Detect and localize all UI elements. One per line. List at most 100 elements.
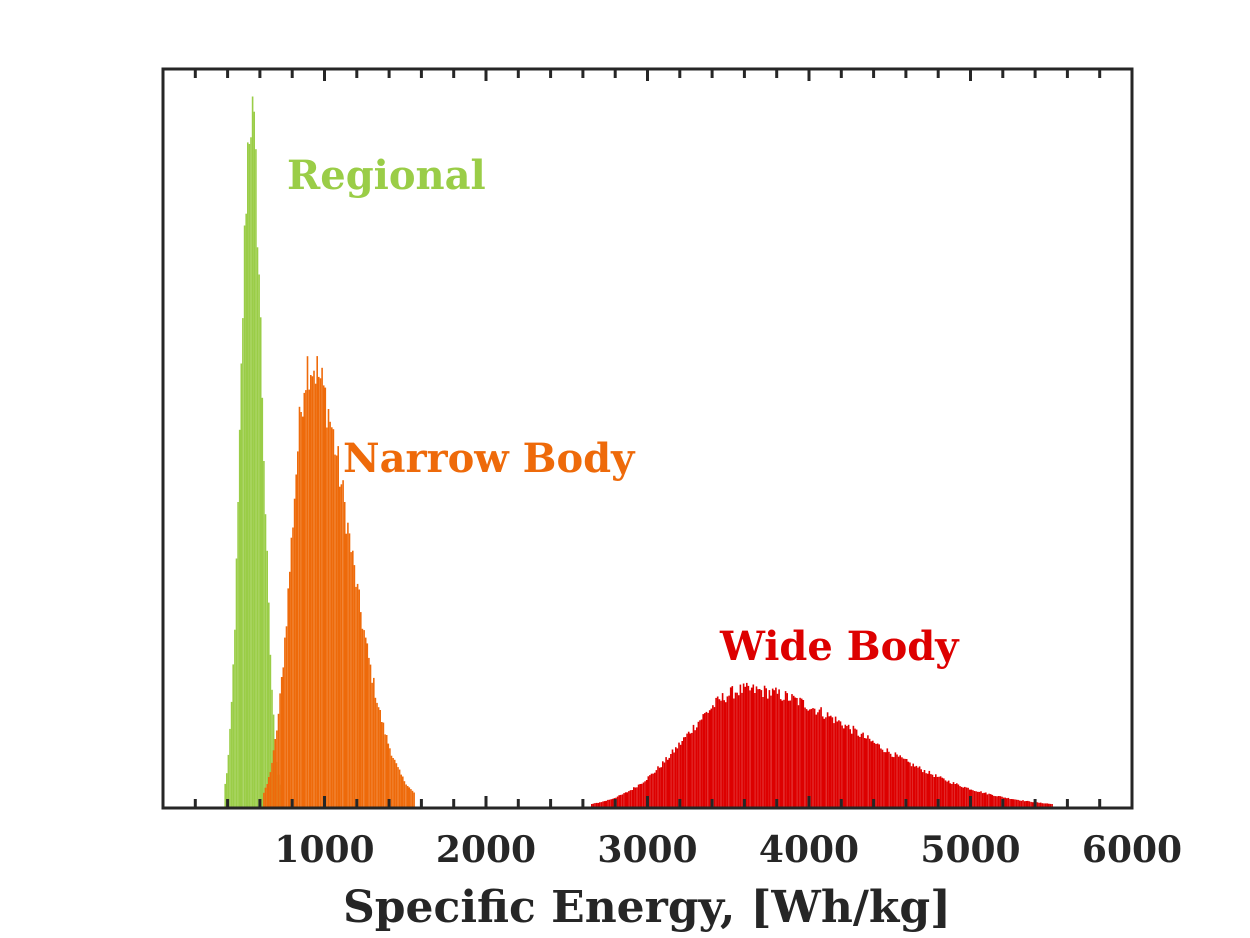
- histogram-bar: [883, 752, 885, 808]
- histogram-bar: [673, 752, 675, 808]
- histogram-bar: [996, 796, 998, 808]
- histogram-bar: [894, 752, 897, 808]
- histogram-bar: [941, 777, 943, 808]
- histogram-bar: [749, 690, 751, 808]
- histogram-bar: [641, 783, 643, 808]
- histogram-bar: [1048, 803, 1050, 808]
- histogram-bar: [266, 550, 268, 808]
- histogram-bar: [1009, 799, 1011, 808]
- histogram-bar: [256, 247, 259, 809]
- histogram-bar: [280, 677, 283, 808]
- histogram-bar: [1027, 800, 1029, 808]
- histogram-bar: [629, 790, 632, 808]
- histogram-bar: [713, 707, 716, 808]
- histogram-bar: [899, 755, 901, 808]
- histogram-bar: [679, 744, 682, 808]
- histogram-bar: [912, 763, 914, 808]
- histogram-bar: [647, 776, 650, 808]
- histogram-bar: [852, 725, 855, 808]
- histogram-bar: [361, 628, 364, 808]
- histogram-bar: [757, 689, 759, 808]
- histogram-bar: [379, 710, 381, 808]
- histogram-bar: [920, 769, 922, 808]
- histogram-bar: [954, 784, 956, 808]
- histogram-bar: [821, 716, 824, 808]
- histogram-bar: [831, 717, 834, 808]
- histogram-bar: [1015, 799, 1018, 808]
- histogram-bar: [804, 707, 806, 808]
- histogram-bar: [951, 784, 953, 808]
- histogram-bar: [842, 728, 845, 808]
- histogram-bar: [767, 698, 769, 808]
- histogram-bar: [746, 682, 748, 808]
- histogram-bar: [834, 716, 837, 808]
- histogram-bar: [342, 480, 344, 808]
- histogram-bar: [907, 761, 910, 808]
- histogram-bar: [1051, 804, 1053, 808]
- histogram-bar: [784, 691, 787, 808]
- histogram-bar: [1004, 797, 1006, 808]
- histogram-bar: [670, 754, 672, 808]
- histogram-bar: [373, 677, 375, 808]
- histogram-bar: [1043, 803, 1045, 808]
- histogram-bar: [654, 772, 656, 808]
- histogram-bar: [926, 773, 929, 808]
- histogram-bar: [668, 757, 671, 808]
- histogram-bar: [935, 774, 937, 808]
- histogram-bar: [754, 693, 756, 808]
- histogram-bar: [652, 773, 654, 808]
- histogram-bar: [876, 743, 879, 808]
- histogram-bar: [959, 786, 961, 808]
- histogram-bar: [710, 708, 713, 808]
- histogram-bar: [863, 738, 866, 808]
- histogram-bar: [591, 804, 593, 808]
- histogram-bar: [792, 695, 795, 808]
- histogram-bar: [671, 749, 674, 808]
- histogram-bar: [400, 774, 402, 808]
- histogram-bar: [334, 454, 336, 808]
- histogram-bar: [1039, 802, 1042, 808]
- x-tick-label: 3000: [597, 829, 697, 871]
- histogram-bar: [823, 718, 826, 808]
- histogram-bar: [705, 711, 708, 808]
- histogram-bar: [755, 686, 758, 808]
- histogram-bar: [881, 749, 884, 808]
- histogram-bar: [1014, 799, 1016, 808]
- histogram-bar: [645, 780, 648, 808]
- histogram-bar: [938, 776, 940, 808]
- histogram-bar: [752, 684, 755, 808]
- histogram-bar: [973, 791, 976, 808]
- histogram-bar: [967, 787, 969, 808]
- histogram-bar: [689, 733, 692, 808]
- histogram-bar: [712, 705, 714, 808]
- histogram-bar: [904, 758, 906, 808]
- histogram-bar: [980, 791, 982, 808]
- histogram-bar: [849, 729, 851, 808]
- histogram-bar: [739, 684, 742, 808]
- histogram-bar: [237, 502, 239, 808]
- histogram-bar: [855, 729, 858, 808]
- histogram-bar: [602, 801, 604, 808]
- histogram-bar: [306, 356, 309, 808]
- histogram-bar: [644, 781, 646, 808]
- x-tick-label: 1000: [274, 829, 374, 871]
- histogram-bar: [360, 612, 362, 808]
- histogram-bar: [825, 717, 827, 808]
- histogram-bar: [915, 765, 918, 808]
- histogram-bar: [235, 558, 238, 808]
- histogram-bar: [786, 693, 788, 808]
- series-bars-regional: [224, 96, 281, 809]
- histogram-bar: [797, 705, 800, 808]
- histogram-bar: [978, 791, 981, 808]
- histogram-bar: [626, 792, 629, 808]
- histogram-bar: [686, 733, 688, 808]
- histogram-bar: [716, 696, 719, 808]
- histogram-bar: [290, 537, 293, 808]
- histogram-bar: [605, 800, 608, 808]
- histogram-bar: [891, 756, 893, 808]
- histogram-bar: [810, 708, 813, 808]
- histogram-bar: [750, 687, 753, 808]
- histogram-bar: [616, 796, 619, 808]
- histogram-bar: [692, 724, 695, 808]
- histogram-bar: [830, 715, 832, 808]
